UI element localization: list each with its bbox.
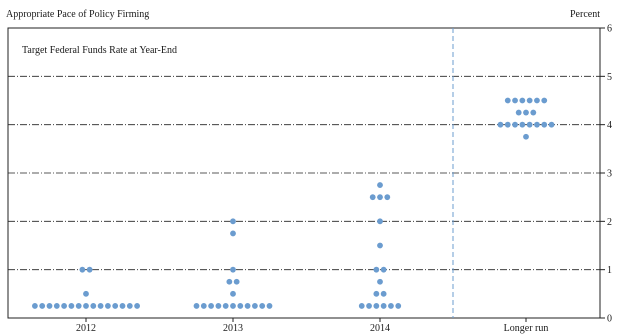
y-tick-label-1: 1	[607, 265, 612, 276]
dot-longer-run-4	[548, 121, 555, 128]
y-tick-label-0: 0	[607, 314, 612, 325]
grid-lines	[8, 75, 600, 271]
dot-2013-0.25	[244, 303, 251, 309]
x-category-labels: 2012 2013 2014 Longer run	[76, 323, 548, 334]
dot-longer-run-4	[504, 121, 511, 128]
dot-2012-0.25	[112, 303, 119, 309]
dot-2014-1	[373, 266, 380, 273]
dot-2014-2.5	[377, 194, 383, 201]
dot-longer-run-4.25	[530, 109, 537, 116]
dot-longer-run-4	[534, 121, 540, 128]
chart-title: Target Federal Funds Rate at Year-End	[22, 45, 177, 56]
dot-2013-0.25	[222, 303, 229, 309]
dot-longer-run-4.5	[504, 97, 511, 104]
dot-2012-0.5	[83, 290, 89, 297]
dot-2013-0.25	[259, 303, 266, 309]
dot-2014-0.25	[373, 303, 380, 309]
dot-longer-run-3.75	[523, 133, 529, 140]
dot-2013-0.25	[215, 303, 222, 309]
dot-2012-0.25	[61, 303, 67, 309]
dot-longer-run-4	[497, 121, 504, 128]
dot-longer-run-4.25	[523, 109, 529, 116]
dot-2014-0.5	[373, 290, 380, 297]
y-tick-label-4: 4	[607, 120, 612, 131]
dot-2012-0.25	[83, 303, 89, 309]
dot-2012-0.25	[68, 303, 75, 309]
dot-2012-0.25	[53, 303, 60, 309]
plot-frame	[7, 27, 605, 322]
y-tick-labels: 0 1 2 3 4 5 6	[607, 24, 612, 325]
dot-2014-0.75	[377, 278, 383, 285]
dot-longer-run-4.5	[541, 97, 548, 104]
y-tick-label-6: 6	[607, 24, 612, 35]
dot-2014-0.25	[395, 303, 402, 309]
dot-2013-0.25	[208, 303, 215, 309]
x-category-label-2013: 2013	[223, 323, 243, 334]
dot-2014-1	[380, 266, 387, 273]
dot-2012-0.25	[90, 303, 97, 309]
dot-2012-0.25	[105, 303, 111, 309]
dot-2012-0.25	[97, 303, 104, 309]
dot-2013-1	[230, 266, 236, 273]
dot-2013-0.25	[193, 303, 200, 309]
x-category-label-2014: 2014	[370, 323, 390, 334]
dot-2013-0.75	[226, 278, 233, 285]
dot-2013-0.25	[266, 303, 273, 309]
dot-2012-0.25	[32, 303, 38, 309]
dot-2014-2.75	[377, 182, 383, 188]
dot-2012-0.25	[119, 303, 126, 309]
dot-2014-0.25	[380, 303, 387, 309]
dot-2014-2.5	[369, 194, 376, 201]
dot-longer-run-4.5	[512, 97, 518, 104]
chart-header-title: Appropriate Pace of Policy Firming	[6, 9, 150, 20]
dot-2013-2	[230, 218, 236, 225]
dot-longer-run-4	[519, 121, 526, 128]
y-tick-label-3: 3	[607, 169, 612, 180]
dot-2012-0.25	[46, 303, 53, 309]
dot-2012-1	[79, 266, 86, 273]
y-tick-label-5: 5	[607, 72, 612, 83]
dot-2013-0.25	[230, 303, 236, 309]
dot-2014-0.25	[358, 303, 365, 309]
dot-longer-run-4.5	[534, 97, 540, 104]
dot-longer-run-4.25	[515, 109, 522, 116]
dot-longer-run-4	[512, 121, 518, 128]
dot-2012-1	[86, 266, 93, 273]
chart-header-unit: Percent	[570, 9, 600, 20]
dot-longer-run-4	[526, 121, 533, 128]
dot-longer-run-4	[541, 121, 548, 128]
dot-2013-0.75	[233, 278, 240, 285]
dot-2014-0.25	[366, 303, 372, 309]
dot-2012-0.25	[75, 303, 82, 309]
dot-2014-2.5	[384, 194, 391, 201]
y-tick-label-2: 2	[607, 217, 612, 228]
dot-2013-0.5	[230, 290, 236, 297]
dot-series	[32, 97, 555, 309]
dot-2013-1.75	[230, 230, 236, 237]
dot-2014-0.25	[388, 303, 394, 309]
dot-2012-0.25	[126, 303, 133, 309]
dot-2014-2	[377, 218, 383, 225]
dot-2013-0.25	[252, 303, 258, 309]
dot-2014-0.5	[380, 290, 387, 297]
dot-longer-run-4.5	[519, 97, 526, 104]
dot-2012-0.25	[134, 303, 141, 309]
x-category-label-2012: 2012	[76, 323, 96, 334]
x-category-label-longer-run: Longer run	[504, 323, 549, 334]
dot-longer-run-4.5	[526, 97, 533, 104]
dot-2014-1.5	[377, 242, 383, 249]
dot-2013-0.25	[237, 303, 244, 309]
dot-2012-0.25	[39, 303, 46, 309]
dot-2013-0.25	[200, 303, 207, 309]
